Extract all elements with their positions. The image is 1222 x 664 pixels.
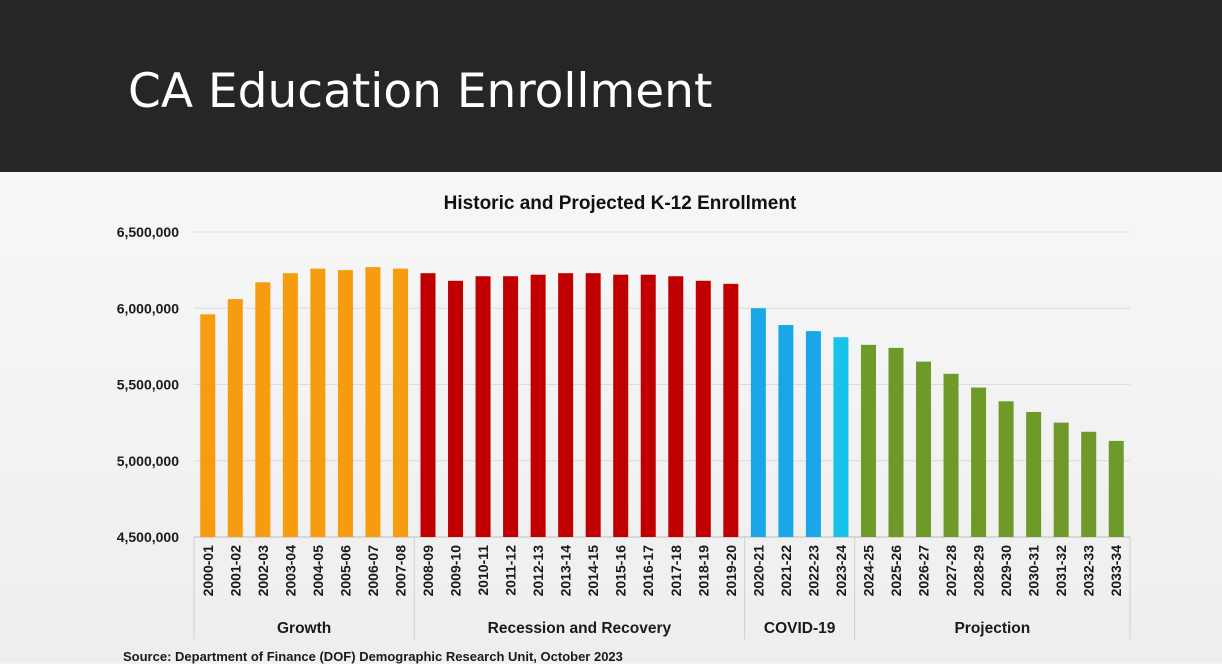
x-tick-label: 2021-22 (778, 545, 794, 597)
y-tick-label: 5,000,000 (117, 453, 179, 469)
x-tick-label: 2003-04 (282, 545, 298, 597)
bar (668, 276, 684, 537)
bar (475, 276, 491, 537)
bar (227, 299, 243, 537)
x-tick-label: 2018-19 (695, 545, 711, 597)
bar (530, 274, 546, 537)
group-label: Projection (954, 620, 1030, 637)
x-tick-label: 2027-28 (943, 545, 959, 597)
bar (1053, 422, 1069, 537)
bar (558, 273, 574, 537)
x-tick-label: 2000-01 (200, 545, 216, 597)
bar (1108, 440, 1124, 537)
bar (805, 331, 821, 537)
source-note: Source: Department of Finance (DOF) Demo… (123, 649, 623, 664)
y-tick-label: 6,000,000 (117, 300, 179, 316)
y-tick-label: 6,500,000 (117, 224, 179, 240)
x-tick-label: 2013-14 (558, 545, 574, 597)
x-tick-label: 2030-31 (1026, 545, 1042, 597)
x-tick-label: 2023-24 (833, 545, 849, 597)
x-tick-label: 2008-09 (420, 545, 436, 597)
bar (860, 344, 876, 537)
gridlines (194, 231, 1130, 538)
bar (943, 373, 959, 537)
bar (695, 280, 711, 537)
x-tick-label: 2007-08 (392, 545, 408, 597)
bar (998, 401, 1014, 537)
group-labels: Growth Recession and Recovery COVID-19 Proj… (193, 537, 1131, 640)
x-tick-label: 2029-30 (998, 545, 1014, 597)
x-tick-label: 2024-25 (860, 545, 876, 597)
bar (1081, 431, 1097, 537)
x-tick-label: 2011-12 (503, 545, 519, 596)
bar (1026, 411, 1042, 537)
bar (282, 273, 298, 537)
bar (503, 276, 519, 537)
bar (365, 267, 381, 537)
group-label: COVID-19 (764, 620, 836, 637)
bar (916, 361, 932, 537)
x-tick-label: 2006-07 (365, 545, 381, 597)
x-tick-label: 2025-26 (888, 545, 904, 597)
y-tick-label: 5,500,000 (117, 377, 179, 393)
x-tick-label: 2031-32 (1053, 545, 1069, 597)
bar (888, 347, 904, 537)
bar (392, 268, 408, 537)
x-tick-label: 2019-20 (723, 545, 739, 597)
x-tick-label: 2014-15 (585, 545, 601, 597)
bar (833, 337, 849, 537)
slide-title: CA Education Enrollment (128, 64, 713, 119)
x-tick-label: 2001-02 (227, 545, 243, 597)
y-tick-label: 4,500,000 (117, 529, 179, 545)
group-label: Recession and Recovery (488, 620, 672, 637)
x-tick-label: 2010-11 (475, 545, 491, 596)
bar (971, 387, 987, 537)
bar (337, 270, 353, 537)
bar (778, 325, 794, 537)
x-tick-label: 2016-17 (640, 545, 656, 597)
slide-header: CA Education Enrollment (0, 0, 1222, 172)
x-tick-label: 2028-29 (971, 545, 987, 597)
x-tick-label: 2032-33 (1081, 545, 1097, 597)
bar (448, 280, 464, 537)
bar (310, 268, 326, 537)
x-tick-label: 2009-10 (448, 545, 464, 597)
x-axis: 2000-01 2001-02 2002-03 2003-04 2004-05 2005-… (200, 545, 1124, 597)
x-tick-label: 2002-03 (255, 545, 271, 597)
bar (723, 283, 739, 537)
x-tick-label: 2015-16 (613, 545, 629, 597)
x-tick-label: 2022-23 (805, 545, 821, 597)
y-axis: 4,500,000 5,000,000 5,500,000 6,000,000 6,50… (117, 224, 179, 545)
bar (585, 273, 601, 537)
x-tick-label: 2033-34 (1108, 545, 1124, 597)
bar (750, 308, 766, 537)
x-tick-label: 2026-27 (916, 545, 932, 597)
bar (255, 282, 271, 537)
chart-title: Historic and Projected K-12 Enrollment (444, 193, 797, 214)
x-tick-label: 2004-05 (310, 545, 326, 597)
x-tick-label: 2017-18 (668, 545, 684, 597)
x-tick-label: 2012-13 (530, 545, 546, 597)
bar (200, 314, 216, 537)
bar (420, 273, 436, 537)
x-tick-label: 2020-21 (750, 545, 766, 597)
bars (200, 267, 1124, 537)
bar (613, 274, 629, 537)
group-label: Growth (277, 620, 331, 637)
x-tick-label: 2005-06 (337, 545, 353, 597)
bar (640, 274, 656, 537)
